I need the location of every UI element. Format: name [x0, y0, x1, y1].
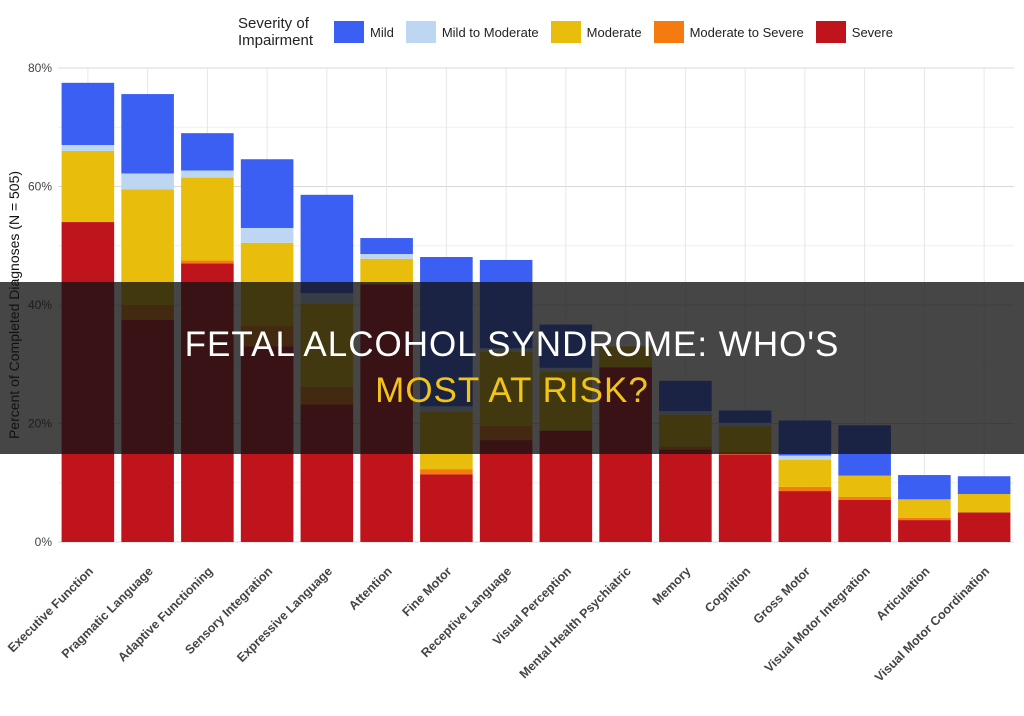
- legend-label: Moderate: [586, 24, 642, 40]
- legend-label: Mild to Moderate: [441, 24, 539, 40]
- legend-items: Mild Mild to Moderate Moderate Moderate to …: [334, 21, 905, 43]
- bar-segment-moderate: [898, 499, 951, 518]
- bar-segment-mild: [240, 159, 294, 228]
- legend-item: Severe: [815, 21, 893, 43]
- bar-segment-mild-to-moderate: [61, 145, 115, 151]
- legend-swatch: [550, 21, 581, 43]
- legend-swatch: [405, 21, 436, 43]
- bar-segment-mild: [957, 476, 1011, 495]
- x-tick-label: Mental Health Psychiatric: [517, 564, 634, 681]
- banner-title-line-1: FETAL ALCOHOL SYNDROME: WHO'S: [184, 325, 840, 364]
- bar-segment-moderate-to-severe: [420, 469, 473, 475]
- bar-segment-moderate: [181, 177, 234, 261]
- legend-item: Moderate: [550, 21, 642, 43]
- legend-label: Mild: [370, 24, 394, 40]
- bar-segment-moderate: [778, 459, 832, 487]
- bar-segment-severe: [718, 454, 772, 542]
- bar-segment-mild: [300, 194, 354, 294]
- y-tick-label: 80%: [28, 61, 52, 75]
- bar-segment-moderate-to-severe: [181, 260, 234, 264]
- x-tick-label: Fine Motor: [399, 564, 454, 619]
- x-tick-label: Visual Motor Integration: [762, 564, 873, 675]
- legend-label: Severe: [851, 24, 893, 40]
- legend-item: Moderate to Severe: [653, 21, 804, 43]
- x-tick-label: Cognition: [702, 564, 753, 615]
- bar-segment-moderate: [61, 150, 115, 223]
- legend-item: Mild to Moderate: [405, 21, 539, 43]
- bar-segment-severe: [898, 520, 951, 542]
- legend-swatch: [815, 21, 846, 43]
- x-tick-label: Gross Motor: [751, 564, 814, 627]
- x-tick-label: Attention: [346, 564, 395, 613]
- bar-segment-mild-to-moderate: [121, 173, 174, 190]
- bar-segment-mild-to-moderate: [778, 455, 832, 460]
- bar-segment-moderate: [957, 494, 1011, 513]
- bar-segment-mild: [898, 475, 951, 500]
- y-tick-label: 0%: [35, 535, 53, 549]
- bar-segment-mild-to-moderate: [360, 254, 413, 259]
- bar-segment-mild-to-moderate: [240, 227, 294, 243]
- banner-title-line-2: MOST AT RISK?: [375, 371, 649, 410]
- bar-segment-mild: [61, 82, 115, 146]
- bar-segment-mild: [181, 133, 234, 171]
- bar-segment-moderate: [838, 475, 891, 497]
- bar-segment-moderate-to-severe: [898, 517, 951, 521]
- legend-swatch: [653, 21, 684, 43]
- bar-segment-mild-to-moderate: [181, 170, 234, 178]
- bar-segment-moderate-to-severe: [778, 486, 832, 492]
- x-tick-label: Articulation: [873, 564, 932, 623]
- x-tick-label: Visual Motor Coordination: [872, 564, 992, 684]
- bar-segment-moderate-to-severe: [838, 496, 891, 500]
- legend-item: Mild: [334, 21, 394, 43]
- legend-swatch: [334, 21, 364, 43]
- legend-label: Moderate to Severe: [689, 24, 804, 40]
- bar-segment-severe: [957, 512, 1011, 542]
- bar-segment-severe: [838, 499, 891, 542]
- bar-segment-severe: [479, 440, 533, 542]
- bar-segment-severe: [420, 474, 473, 542]
- bar-segment-moderate: [360, 258, 413, 285]
- legend-title: Severity of Impairment: [238, 15, 314, 49]
- y-tick-label: 60%: [28, 180, 52, 194]
- title-banner: FETAL ALCOHOL SYNDROME: WHO'S MOST AT RI…: [0, 282, 1024, 454]
- x-tick-label: Memory: [650, 564, 694, 608]
- bar-segment-severe: [659, 449, 712, 542]
- bar-segment-mild: [121, 94, 174, 174]
- legend: Severity of Impairment Mild Mild to Moder…: [238, 12, 905, 52]
- bar-segment-mild: [360, 238, 413, 255]
- bar-segment-severe: [778, 491, 832, 542]
